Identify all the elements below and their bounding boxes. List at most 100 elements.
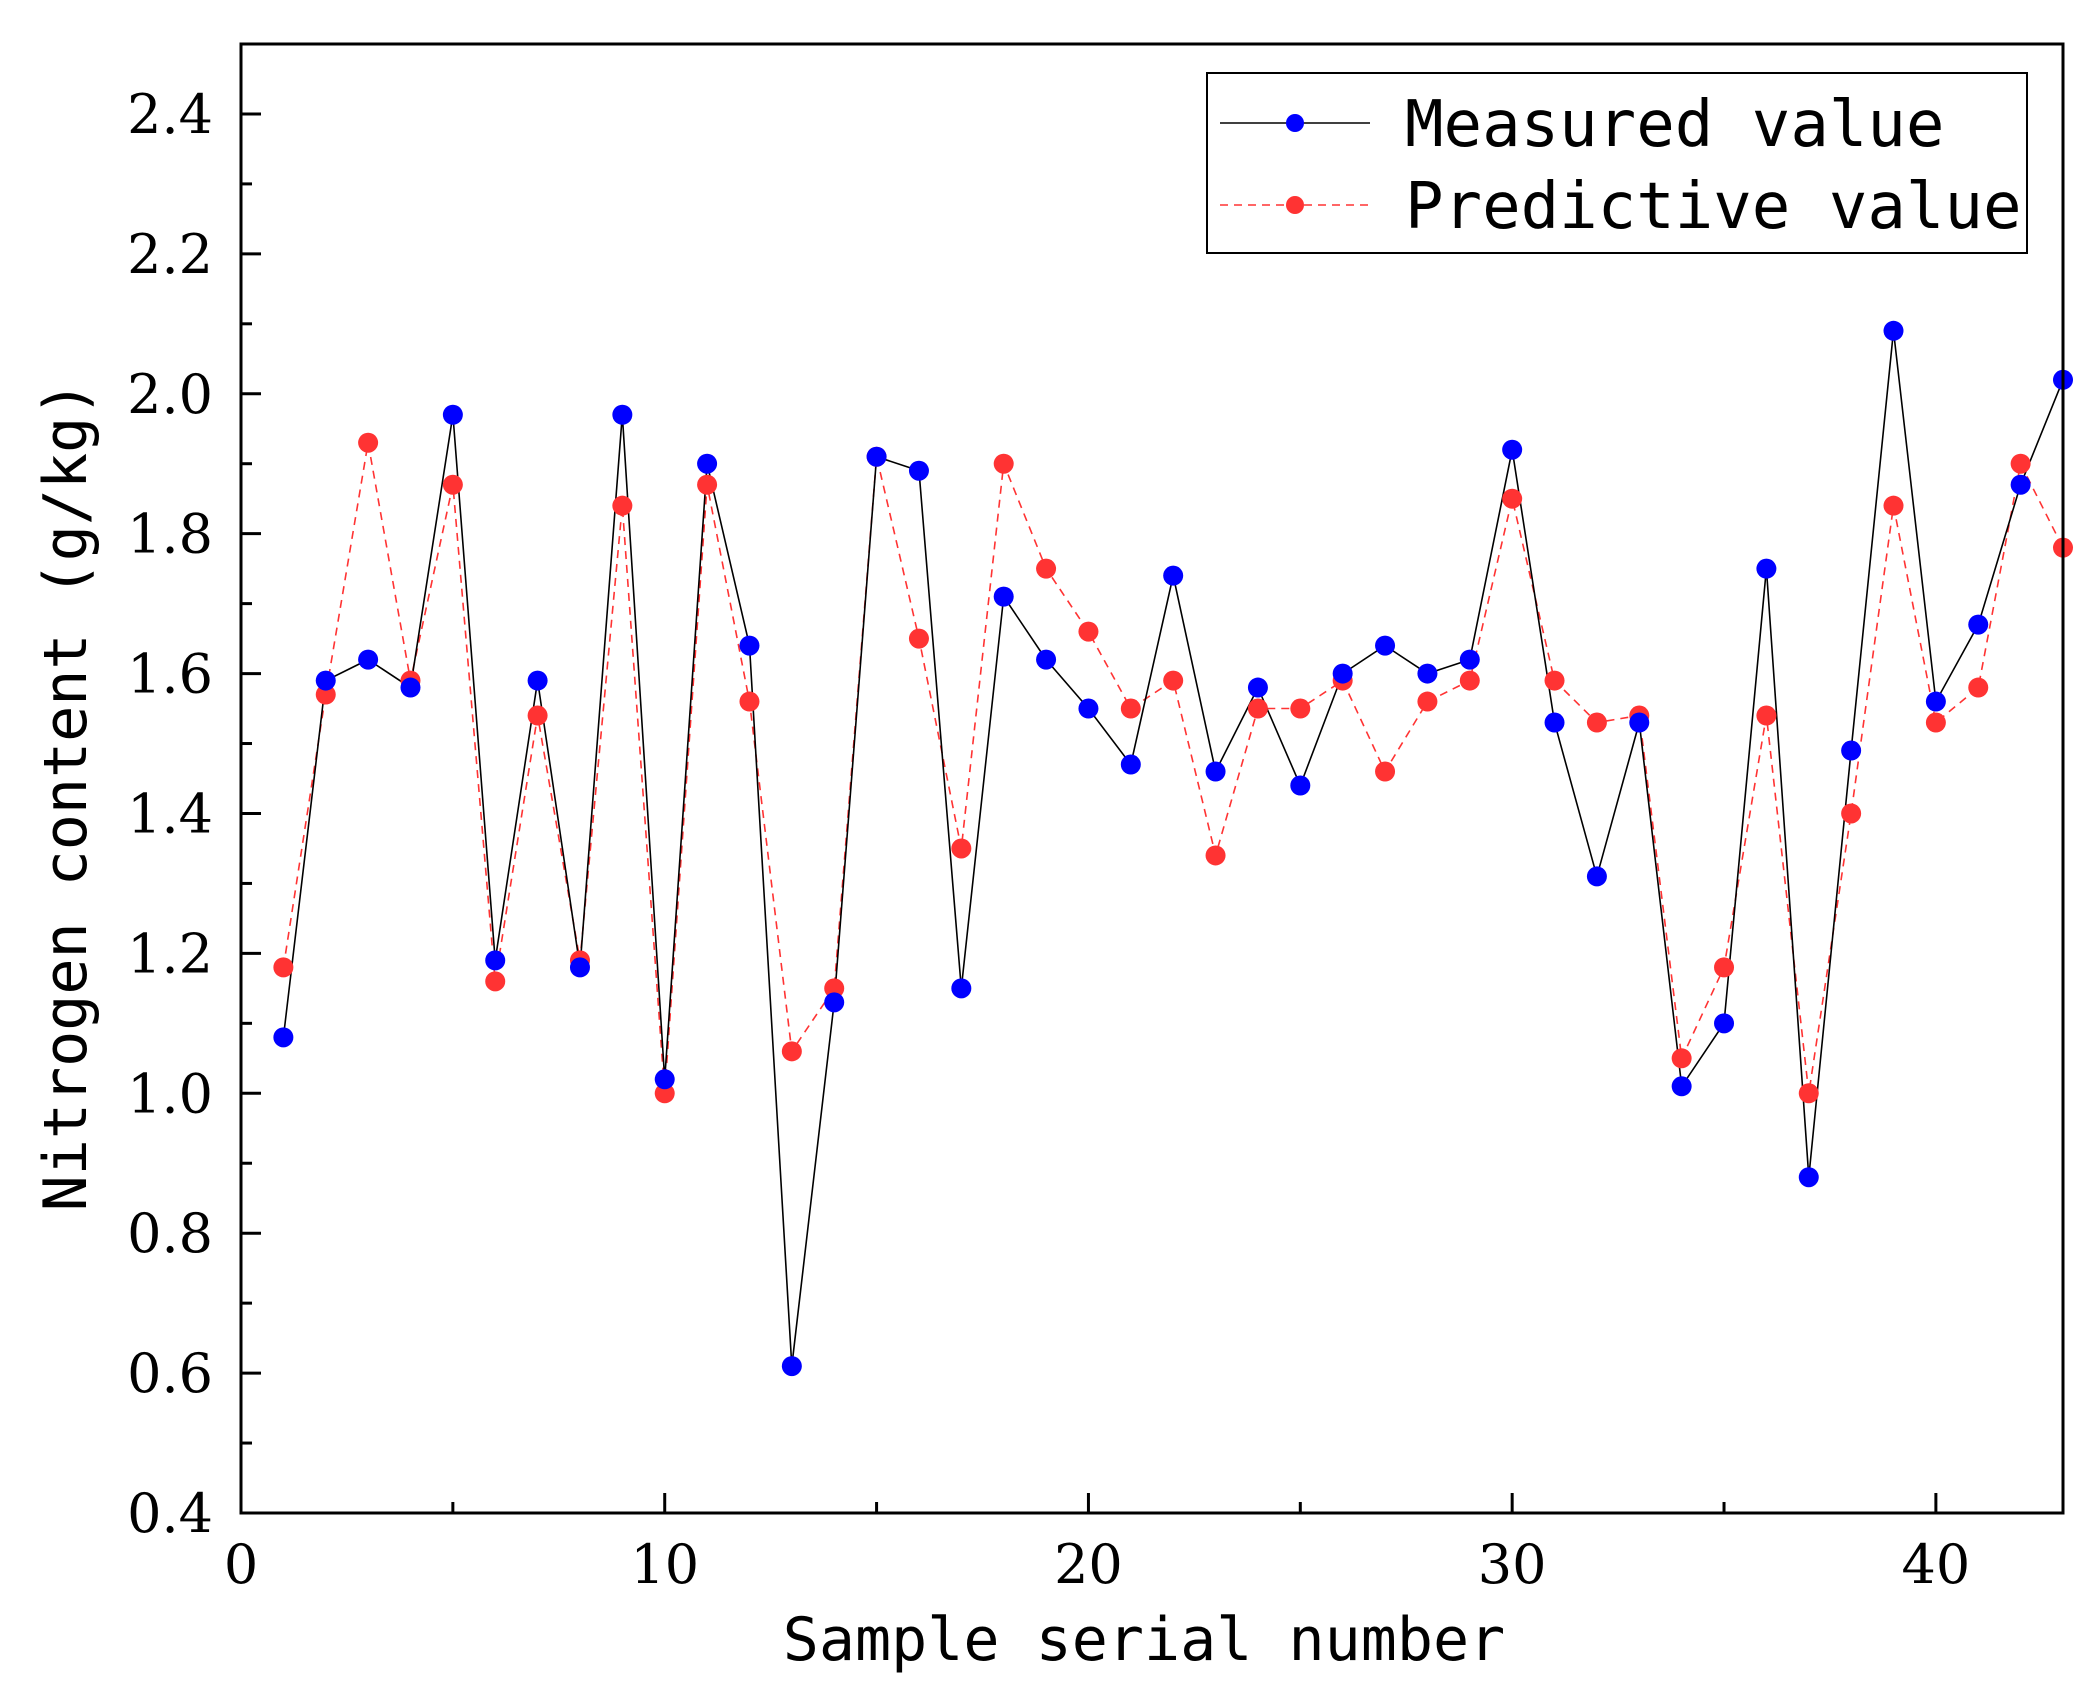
data-point-measured-value — [1459, 649, 1480, 670]
data-point-predictive-value — [1247, 698, 1268, 719]
data-point-measured-value — [1586, 866, 1607, 887]
data-point-measured-value — [1756, 558, 1777, 579]
y-axis-title: Nitrogen content (g/kg) — [31, 381, 101, 1212]
data-point-predictive-value — [993, 453, 1014, 474]
series-layer — [273, 320, 2073, 1377]
data-point-predictive-value — [1417, 691, 1438, 712]
data-point-predictive-value — [824, 978, 845, 999]
series-line-measured-value — [282, 330, 2064, 1367]
data-point-predictive-value — [1163, 670, 1184, 691]
data-point-measured-value — [1544, 712, 1565, 733]
x-tick-label: 30 — [1478, 1533, 1547, 1596]
legend-measured-marker — [1286, 114, 1304, 132]
data-point-measured-value — [527, 670, 548, 691]
data-point-measured-value — [739, 635, 760, 656]
data-point-measured-value — [1290, 775, 1311, 796]
data-point-predictive-value — [1883, 495, 1904, 516]
data-point-measured-value — [824, 992, 845, 1013]
data-point-predictive-value — [1756, 705, 1777, 726]
data-point-measured-value — [951, 978, 972, 999]
data-point-predictive-value — [1544, 670, 1565, 691]
data-point-measured-value — [1502, 439, 1523, 460]
data-point-predictive-value — [315, 684, 336, 705]
data-point-measured-value — [993, 586, 1014, 607]
data-point-measured-value — [697, 453, 718, 474]
data-point-measured-value — [358, 649, 379, 670]
data-point-measured-value — [485, 950, 506, 971]
data-point-measured-value — [1925, 691, 1946, 712]
data-point-predictive-value — [1120, 698, 1141, 719]
data-point-measured-value — [273, 1027, 294, 1048]
y-tick-label: 1.0 — [127, 1062, 213, 1125]
data-point-predictive-value — [1290, 698, 1311, 719]
data-point-predictive-value — [527, 705, 548, 726]
data-point-predictive-value — [1671, 1048, 1692, 1069]
data-point-measured-value — [1120, 754, 1141, 775]
data-point-predictive-value — [781, 1041, 802, 1062]
data-point-measured-value — [1163, 565, 1184, 586]
y-tick-label: 0.4 — [127, 1482, 213, 1545]
data-point-predictive-value — [951, 838, 972, 859]
data-point-measured-value — [1671, 1076, 1692, 1097]
data-point-measured-value — [1078, 698, 1099, 719]
data-point-measured-value — [1375, 635, 1396, 656]
data-point-predictive-value — [485, 971, 506, 992]
x-tick-label: 40 — [1902, 1533, 1971, 1596]
legend-predictive-label: Predictive value — [1405, 170, 2022, 244]
data-point-predictive-value — [1586, 712, 1607, 733]
y-tick-label: 2.0 — [127, 363, 213, 426]
x-tick-label: 20 — [1054, 1533, 1123, 1596]
data-point-measured-value — [1883, 320, 1904, 341]
data-point-predictive-value — [1375, 761, 1396, 782]
data-point-predictive-value — [697, 474, 718, 495]
data-point-predictive-value — [1841, 803, 1862, 824]
data-point-measured-value — [400, 677, 421, 698]
data-point-measured-value — [442, 404, 463, 425]
data-point-measured-value — [1417, 663, 1438, 684]
data-point-measured-value — [569, 957, 590, 978]
y-tick-label: 2.2 — [127, 223, 213, 286]
data-point-measured-value — [1247, 677, 1268, 698]
legend-box — [1206, 72, 2028, 254]
plot-area-frame — [239, 42, 2065, 1515]
x-tick-label: 10 — [630, 1533, 699, 1596]
data-point-measured-value — [1036, 649, 1057, 670]
data-point-measured-value — [612, 404, 633, 425]
data-point-predictive-value — [2010, 453, 2031, 474]
data-point-measured-value — [1205, 761, 1226, 782]
y-tick-label: 0.6 — [127, 1342, 213, 1405]
data-point-measured-value — [1629, 712, 1650, 733]
data-point-predictive-value — [1502, 488, 1523, 509]
data-point-predictive-value — [739, 691, 760, 712]
data-point-measured-value — [1332, 663, 1353, 684]
x-axis-title: Sample serial number — [783, 1605, 1505, 1675]
data-point-predictive-value — [612, 495, 633, 516]
data-point-predictive-value — [1459, 670, 1480, 691]
tick-labels-layer: 0.4 0.6 0.8 1.0 1.2 1.4 1.6 1.8 2.0 2.2 2.4 0 10 20 30… — [127, 83, 1970, 1596]
data-point-predictive-value — [1798, 1083, 1819, 1104]
data-point-measured-value — [1968, 614, 1989, 635]
y-tick-label: 1.8 — [127, 503, 213, 566]
data-point-measured-value — [908, 460, 929, 481]
data-point-predictive-value — [442, 474, 463, 495]
data-point-predictive-value — [1714, 957, 1735, 978]
data-point-measured-value — [781, 1356, 802, 1377]
data-point-measured-value — [2010, 474, 2031, 495]
data-point-predictive-value — [1036, 558, 1057, 579]
data-point-measured-value — [1841, 740, 1862, 761]
data-point-measured-value — [1714, 1013, 1735, 1034]
y-tick-label: 1.6 — [127, 643, 213, 706]
ticks-layer — [239, 112, 1938, 1515]
data-point-predictive-value — [1925, 712, 1946, 733]
y-tick-label: 1.2 — [127, 922, 213, 985]
data-point-measured-value — [1798, 1167, 1819, 1188]
y-tick-label: 0.8 — [127, 1202, 213, 1265]
legend-predictive-marker — [1286, 196, 1304, 214]
data-point-measured-value — [315, 670, 336, 691]
y-tick-label: 1.4 — [127, 782, 213, 845]
y-tick-label: 2.4 — [127, 83, 213, 146]
data-point-predictive-value — [1078, 621, 1099, 642]
legend: Measured value Predictive value — [1206, 72, 2028, 254]
data-point-predictive-value — [358, 432, 379, 453]
